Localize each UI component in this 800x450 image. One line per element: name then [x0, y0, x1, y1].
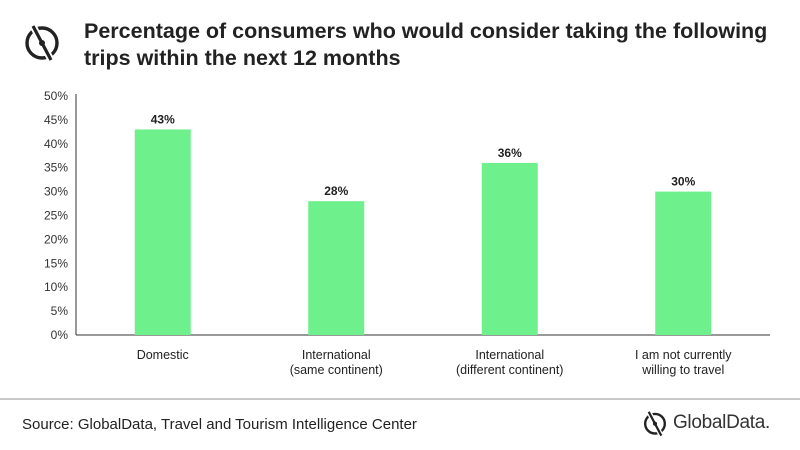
bar [134, 129, 191, 335]
y-tick-label: 5% [51, 304, 69, 318]
y-tick-label: 35% [44, 161, 68, 175]
x-category-label: I am not currently [635, 348, 732, 362]
source-note: Source: GlobalData, Travel and Tourism I… [22, 416, 417, 433]
x-category-label: International [302, 348, 371, 362]
chart-title: Percentage of consumers who would consid… [84, 19, 768, 70]
x-category-label: Domestic [137, 348, 189, 362]
y-tick-label: 45% [44, 113, 68, 127]
footer-divider [0, 398, 800, 400]
y-tick-label: 25% [44, 209, 68, 223]
x-category-label: willing to travel [641, 363, 724, 377]
data-label: 36% [498, 146, 522, 160]
data-label: 43% [151, 112, 175, 126]
globaldata-logo-icon [25, 24, 59, 62]
y-tick-label: 0% [51, 328, 69, 342]
x-category-label: (different continent) [456, 363, 563, 377]
globaldata-brand-icon [643, 410, 666, 437]
bar [655, 191, 712, 335]
y-tick-label: 15% [44, 256, 68, 270]
bar-chart: 0% 5% 10% 15% 20% 25% 30% 35% 40% 45% 50% 43% Domest… [44, 89, 770, 377]
y-tick-label: 30% [44, 185, 68, 199]
bar [481, 162, 538, 335]
brand-logo: GlobalData. [641, 409, 770, 437]
y-tick-label: 20% [44, 232, 68, 246]
x-category-label: (same continent) [290, 363, 383, 377]
y-tick-label: 40% [44, 137, 68, 151]
y-tick-label: 50% [44, 89, 68, 103]
data-label: 28% [324, 184, 348, 198]
bar [308, 201, 365, 335]
y-tick-label: 10% [44, 280, 68, 294]
brand-name: GlobalData. [672, 412, 770, 433]
x-category-label: International [475, 348, 544, 362]
data-label: 30% [671, 175, 695, 189]
